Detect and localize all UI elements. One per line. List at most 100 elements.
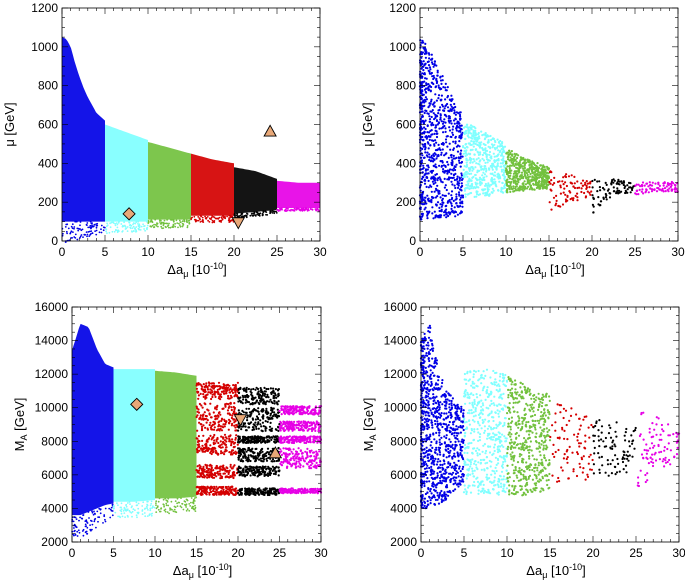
data-point (151, 512, 154, 515)
data-point (497, 189, 500, 192)
data-point (475, 191, 478, 194)
data-point (424, 169, 427, 172)
data-point (262, 409, 265, 412)
data-point (274, 441, 277, 444)
data-point (83, 233, 86, 236)
data-point (268, 425, 272, 428)
data-point (427, 172, 430, 175)
data-point (164, 508, 167, 511)
series-3 (147, 142, 191, 230)
data-point (525, 176, 528, 179)
data-point (522, 167, 525, 170)
data-point (237, 429, 240, 432)
data-point (267, 440, 270, 443)
series-4 (190, 153, 235, 224)
data-point (549, 188, 552, 191)
data-point (214, 391, 217, 394)
data-point (443, 107, 446, 110)
data-point (458, 111, 461, 114)
data-point (432, 123, 435, 126)
data-point (238, 215, 240, 218)
data-point (129, 226, 132, 229)
data-point (459, 115, 462, 118)
data-point (484, 133, 487, 136)
data-point (435, 135, 439, 139)
data-point (523, 174, 527, 177)
data-point (199, 392, 202, 395)
data-point (217, 453, 220, 456)
data-point (591, 203, 595, 206)
data-point (132, 230, 135, 233)
data-point (226, 387, 229, 390)
data-point (212, 420, 215, 423)
data-point (154, 223, 157, 226)
data-point (520, 188, 523, 191)
data-point (66, 232, 68, 235)
data-point (462, 176, 465, 179)
data-point (430, 53, 433, 56)
data-point (450, 180, 453, 183)
data-point (79, 235, 82, 238)
data-point (268, 436, 271, 439)
data-point (422, 99, 425, 102)
data-point (448, 129, 452, 132)
data-point (537, 167, 540, 170)
data-point (486, 141, 489, 144)
series-3 (504, 149, 551, 194)
data-point (227, 403, 230, 406)
data-point (208, 382, 211, 385)
data-point (142, 501, 145, 504)
data-point (233, 489, 236, 492)
data-point (423, 111, 426, 115)
data-point (215, 475, 218, 478)
data-point (253, 440, 256, 443)
data-point (202, 395, 205, 398)
data-point (434, 129, 437, 132)
data-point (432, 65, 435, 68)
data-point (234, 394, 237, 397)
data-point (210, 467, 213, 470)
data-point (487, 139, 490, 142)
data-point (262, 415, 265, 418)
data-point (213, 439, 216, 442)
data-point (456, 125, 459, 128)
data-point (423, 73, 426, 76)
data-point (444, 138, 448, 141)
data-point (85, 231, 88, 234)
data-point (477, 157, 480, 160)
data-point (96, 510, 99, 513)
data-point (219, 425, 222, 428)
data-point (75, 518, 78, 520)
data-point (441, 203, 444, 206)
data-point (444, 98, 447, 101)
data-point (573, 186, 577, 190)
data-point (277, 400, 280, 403)
data-point (206, 408, 209, 411)
data-point (143, 508, 146, 510)
x-tick-label: 0 (59, 245, 66, 259)
data-point (136, 516, 138, 519)
data-point (664, 190, 667, 193)
data-point (273, 399, 276, 402)
data-point (229, 434, 232, 437)
data-point (517, 181, 520, 184)
data-point (459, 155, 463, 158)
data-point (162, 221, 165, 224)
data-point (431, 121, 434, 125)
data-point (517, 162, 520, 165)
data-point (423, 63, 426, 66)
data-point (466, 159, 469, 162)
data-point (116, 223, 119, 226)
data-point (269, 210, 272, 213)
data-point (233, 424, 236, 427)
data-point (500, 153, 503, 156)
data-point (421, 39, 424, 42)
data-point (528, 175, 532, 178)
data-point (465, 163, 469, 167)
data-point (148, 514, 151, 517)
data-point (181, 225, 184, 228)
data-point (436, 132, 439, 135)
data-point (522, 189, 525, 192)
data-point (86, 233, 89, 236)
data-point (433, 132, 436, 135)
